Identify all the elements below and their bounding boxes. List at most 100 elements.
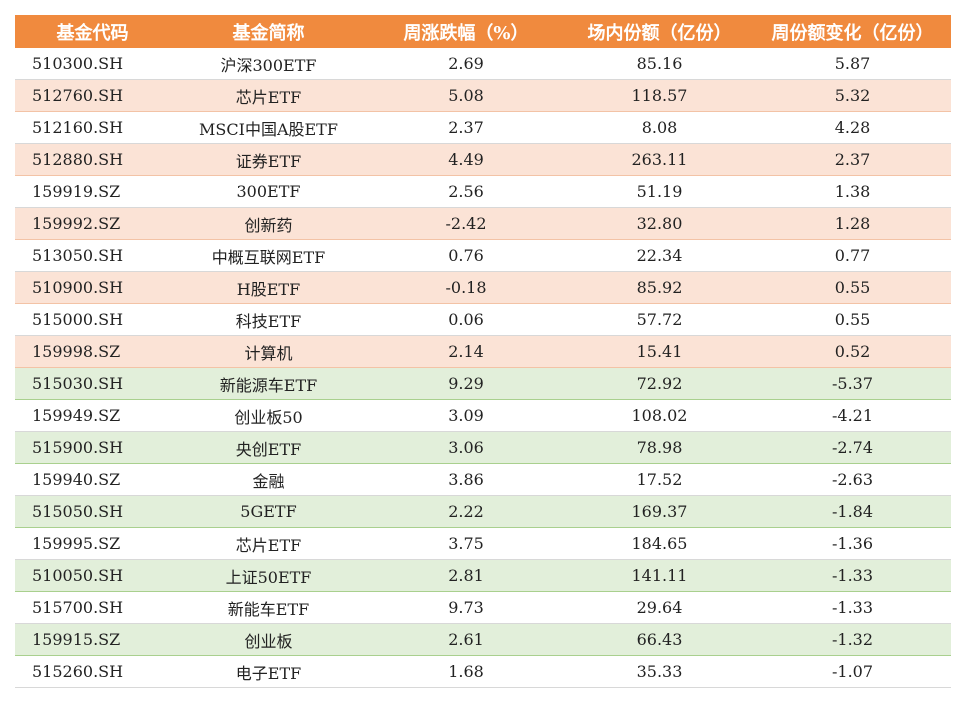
share-change-cell: -4.21 bbox=[754, 399, 951, 432]
weekly-change-cell: 4.49 bbox=[367, 143, 565, 176]
weekly-change-cell: 3.09 bbox=[367, 399, 565, 432]
share-change-cell: 0.77 bbox=[754, 239, 951, 272]
fund-code-cell: 159995.SZ bbox=[15, 527, 170, 560]
weekly-change-cell: 2.81 bbox=[367, 559, 565, 592]
fund-name-cell: 沪深300ETF bbox=[170, 48, 367, 80]
table-row: 515900.SH 央创ETF 3.06 78.98 -2.74 bbox=[15, 431, 951, 464]
header-fund-code: 基金代码 bbox=[15, 15, 170, 48]
fund-code-cell: 513050.SH bbox=[15, 239, 170, 272]
fund-code-cell: 510300.SH bbox=[15, 48, 170, 80]
table-row: 515000.SH 科技ETF 0.06 57.72 0.55 bbox=[15, 303, 951, 336]
fund-name-cell: 芯片ETF bbox=[170, 79, 367, 112]
fund-code-cell: 510900.SH bbox=[15, 271, 170, 304]
share-change-cell: 5.87 bbox=[754, 48, 951, 80]
fund-code-cell: 515030.SH bbox=[15, 367, 170, 400]
weekly-change-cell: 0.06 bbox=[367, 303, 565, 336]
fund-name-cell: H股ETF bbox=[170, 271, 367, 304]
shares-cell: 51.19 bbox=[565, 175, 754, 208]
shares-cell: 66.43 bbox=[565, 623, 754, 656]
fund-code-cell: 159919.SZ bbox=[15, 175, 170, 208]
fund-code-cell: 512160.SH bbox=[15, 111, 170, 144]
share-change-cell: -2.63 bbox=[754, 463, 951, 496]
table-header: 基金代码 基金简称 周涨跌幅（%） 场内份额（亿份） 周份额变化（亿份） bbox=[15, 15, 951, 48]
shares-cell: 118.57 bbox=[565, 79, 754, 112]
fund-name-cell: MSCI中国A股ETF bbox=[170, 111, 367, 144]
share-change-cell: 2.37 bbox=[754, 143, 951, 176]
table-row: 510900.SH H股ETF -0.18 85.92 0.55 bbox=[15, 271, 951, 304]
share-change-cell: 1.38 bbox=[754, 175, 951, 208]
fund-code-cell: 515900.SH bbox=[15, 431, 170, 464]
fund-code-cell: 159915.SZ bbox=[15, 623, 170, 656]
table-row: 159919.SZ 300ETF 2.56 51.19 1.38 bbox=[15, 175, 951, 208]
table-row: 159949.SZ 创业板50 3.09 108.02 -4.21 bbox=[15, 399, 951, 432]
fund-name-cell: 创业板50 bbox=[170, 399, 367, 432]
shares-cell: 108.02 bbox=[565, 399, 754, 432]
share-change-cell: 4.28 bbox=[754, 111, 951, 144]
fund-name-cell: 央创ETF bbox=[170, 431, 367, 464]
weekly-change-cell: -0.18 bbox=[367, 271, 565, 304]
fund-code-cell: 510050.SH bbox=[15, 559, 170, 592]
table-row: 515050.SH 5GETF 2.22 169.37 -1.84 bbox=[15, 495, 951, 528]
fund-code-cell: 159940.SZ bbox=[15, 463, 170, 496]
share-change-cell: -2.74 bbox=[754, 431, 951, 464]
fund-name-cell: 科技ETF bbox=[170, 303, 367, 336]
fund-name-cell: 上证50ETF bbox=[170, 559, 367, 592]
weekly-change-cell: 2.22 bbox=[367, 495, 565, 528]
weekly-change-cell: 0.76 bbox=[367, 239, 565, 272]
fund-code-cell: 515000.SH bbox=[15, 303, 170, 336]
share-change-cell: -1.36 bbox=[754, 527, 951, 560]
table-row: 512880.SH 证券ETF 4.49 263.11 2.37 bbox=[15, 143, 951, 176]
weekly-change-cell: 2.56 bbox=[367, 175, 565, 208]
etf-table-container: 基金代码 基金简称 周涨跌幅（%） 场内份额（亿份） 周份额变化（亿份） 510… bbox=[15, 15, 951, 688]
share-change-cell: -1.33 bbox=[754, 591, 951, 624]
weekly-change-cell: 2.69 bbox=[367, 48, 565, 80]
weekly-change-cell: 3.06 bbox=[367, 431, 565, 464]
fund-name-cell: 新能车ETF bbox=[170, 591, 367, 624]
header-row: 基金代码 基金简称 周涨跌幅（%） 场内份额（亿份） 周份额变化（亿份） bbox=[15, 15, 951, 48]
fund-name-cell: 创新药 bbox=[170, 207, 367, 240]
weekly-change-cell: 5.08 bbox=[367, 79, 565, 112]
share-change-cell: -1.33 bbox=[754, 559, 951, 592]
share-change-cell: 5.32 bbox=[754, 79, 951, 112]
table-row: 159940.SZ 金融 3.86 17.52 -2.63 bbox=[15, 463, 951, 496]
table-row: 515030.SH 新能源车ETF 9.29 72.92 -5.37 bbox=[15, 367, 951, 400]
share-change-cell: -1.84 bbox=[754, 495, 951, 528]
table-row: 159992.SZ 创新药 -2.42 32.80 1.28 bbox=[15, 207, 951, 240]
table-row: 512760.SH 芯片ETF 5.08 118.57 5.32 bbox=[15, 79, 951, 112]
fund-code-cell: 515260.SH bbox=[15, 655, 170, 688]
weekly-change-cell: 3.86 bbox=[367, 463, 565, 496]
table-row: 513050.SH 中概互联网ETF 0.76 22.34 0.77 bbox=[15, 239, 951, 272]
weekly-change-cell: 9.73 bbox=[367, 591, 565, 624]
shares-cell: 78.98 bbox=[565, 431, 754, 464]
fund-name-cell: 芯片ETF bbox=[170, 527, 367, 560]
table-row: 159998.SZ 计算机 2.14 15.41 0.52 bbox=[15, 335, 951, 368]
etf-flow-table: 基金代码 基金简称 周涨跌幅（%） 场内份额（亿份） 周份额变化（亿份） 510… bbox=[15, 15, 951, 688]
shares-cell: 263.11 bbox=[565, 143, 754, 176]
share-change-cell: 0.55 bbox=[754, 271, 951, 304]
weekly-change-cell: 2.14 bbox=[367, 335, 565, 368]
shares-cell: 15.41 bbox=[565, 335, 754, 368]
fund-name-cell: 创业板 bbox=[170, 623, 367, 656]
shares-cell: 22.34 bbox=[565, 239, 754, 272]
share-change-cell: 0.55 bbox=[754, 303, 951, 336]
fund-code-cell: 159998.SZ bbox=[15, 335, 170, 368]
share-change-cell: -1.07 bbox=[754, 655, 951, 688]
table-row: 515700.SH 新能车ETF 9.73 29.64 -1.33 bbox=[15, 591, 951, 624]
fund-name-cell: 计算机 bbox=[170, 335, 367, 368]
fund-code-cell: 512760.SH bbox=[15, 79, 170, 112]
shares-cell: 8.08 bbox=[565, 111, 754, 144]
shares-cell: 169.37 bbox=[565, 495, 754, 528]
header-fund-name: 基金简称 bbox=[170, 15, 367, 48]
shares-cell: 85.16 bbox=[565, 48, 754, 80]
weekly-change-cell: 2.37 bbox=[367, 111, 565, 144]
fund-name-cell: 中概互联网ETF bbox=[170, 239, 367, 272]
table-row: 512160.SH MSCI中国A股ETF 2.37 8.08 4.28 bbox=[15, 111, 951, 144]
table-row: 510050.SH 上证50ETF 2.81 141.11 -1.33 bbox=[15, 559, 951, 592]
shares-cell: 32.80 bbox=[565, 207, 754, 240]
shares-cell: 72.92 bbox=[565, 367, 754, 400]
fund-name-cell: 金融 bbox=[170, 463, 367, 496]
weekly-change-cell: 3.75 bbox=[367, 527, 565, 560]
share-change-cell: -1.32 bbox=[754, 623, 951, 656]
shares-cell: 29.64 bbox=[565, 591, 754, 624]
weekly-change-cell: 9.29 bbox=[367, 367, 565, 400]
